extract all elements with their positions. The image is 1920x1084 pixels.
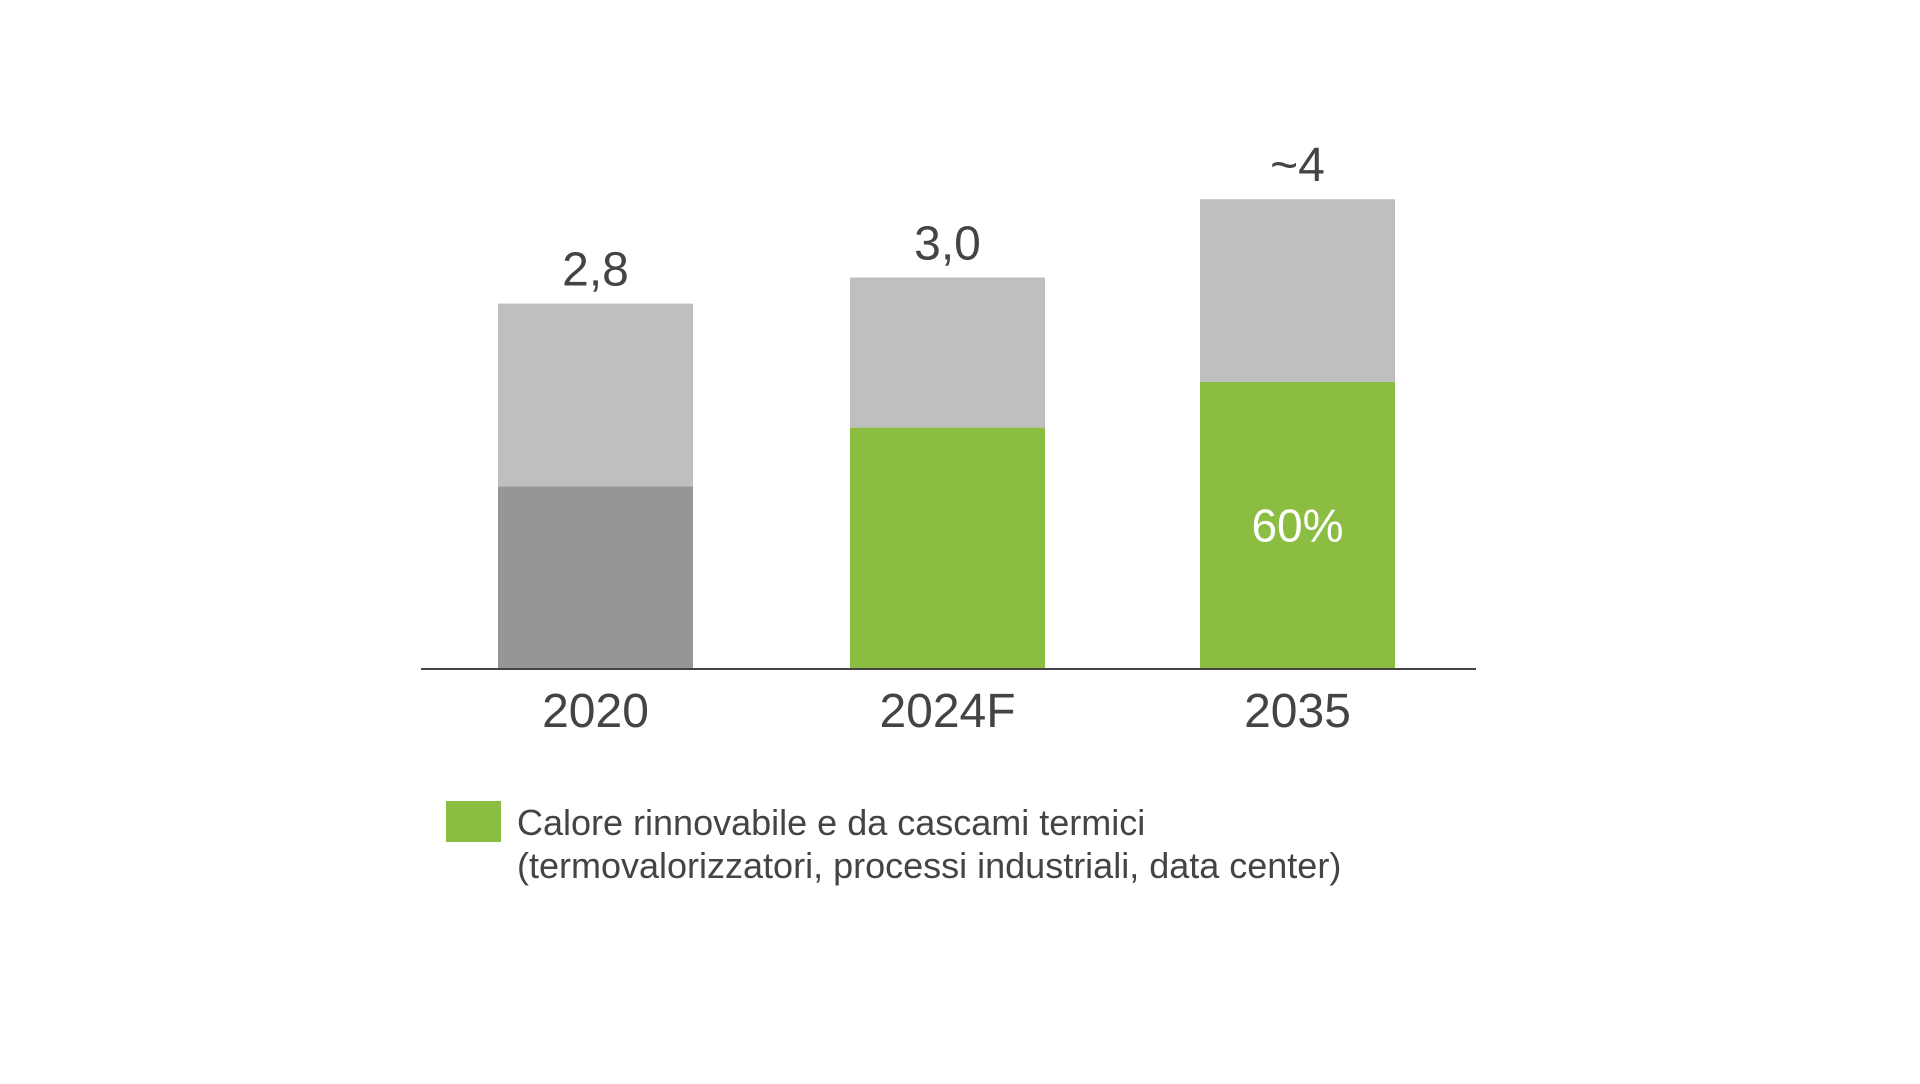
bar-segment-upper: [850, 277, 1045, 428]
x-tick-label: 2024F: [879, 685, 1015, 738]
legend-swatch: [446, 801, 501, 842]
total-label: ~4: [1270, 139, 1325, 192]
legend-label-line-2: (termovalorizzatori, processi industrial…: [517, 845, 1341, 886]
bar-segment-lower: [850, 427, 1045, 669]
bars-group: [498, 199, 1395, 669]
legend-label-line-1: Calore rinnovabile e da cascami termici: [517, 802, 1145, 843]
bar-segment-upper: [1200, 199, 1395, 382]
total-label: 3,0: [914, 218, 981, 271]
bar-segment-lower: [498, 486, 693, 669]
bar-segment-lower: [1200, 381, 1395, 669]
labels-group: 2,8 2020 3,0 2024F 60% ~4 2035: [542, 139, 1351, 738]
x-tick-label: 2020: [542, 685, 649, 738]
total-label: 2,8: [562, 244, 629, 297]
segment-label: 60%: [1251, 499, 1343, 551]
bar-segment-upper: [498, 303, 693, 487]
x-tick-label: 2035: [1244, 685, 1351, 738]
